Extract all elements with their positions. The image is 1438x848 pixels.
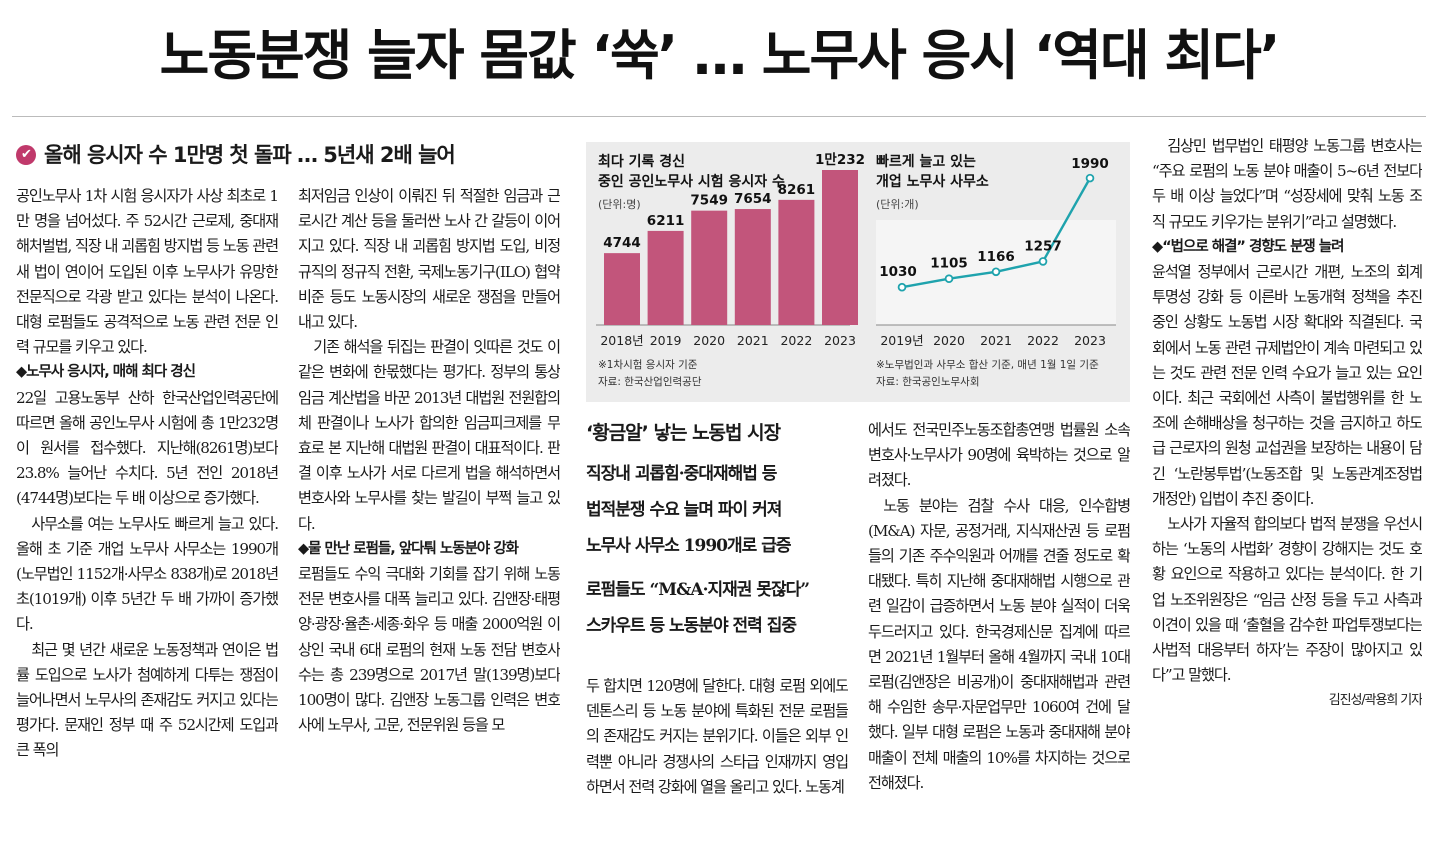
paragraph: 최저임금 인상이 이뤄진 뒤 적절한 임금과 근로시간 계산 등을 둘러싼 노사… (298, 187, 560, 332)
point-value-label: 1990 (1071, 156, 1109, 172)
x-tick-label: 2023 (1074, 333, 1106, 348)
bar (691, 210, 728, 325)
paragraph: 에서도 전국민주노동조합총연맹 법률원 소속 변호사·노무사가 90명에 육박하… (868, 421, 1130, 490)
paragraph: 22일 고용노동부 산하 한국산업인력공단에 따르면 올해 공인노무사 시험에 … (16, 388, 278, 508)
check-icon: ✔ (16, 145, 36, 165)
paragraph: 김상민 법무법인 태평양 노동그룹 변호사는 “주요 로펌의 노동 분야 매출이… (1152, 137, 1422, 231)
paragraph: 두 합치면 120명에 달한다. 대형 로펌 외에도 덴톤스리 등 노동 분야에… (586, 677, 848, 796)
paragraph: 로펌들도 수익 극대화 기회를 잡기 위해 노동 전문 변호사를 대폭 늘리고 … (298, 565, 560, 735)
x-tick-label: 2018년 (600, 333, 643, 348)
chart-title: 빠르게 늘고 있는 (876, 154, 976, 170)
article-column-2: 최저임금 인상이 이뤄진 뒤 적절한 임금과 근로시간 계산 등을 둘러싼 노사… (298, 184, 560, 834)
kicker-text: 올해 응시자 수 1만명 첫 돌파 … 5년새 2배 늘어 (44, 143, 456, 167)
article-column-3: 두 합치면 120명에 달한다. 대형 로펌 외에도 덴톤스리 등 노동 분야에… (586, 674, 848, 834)
subheading: ◆물 만난 로펌들, 앞다퉈 노동분야 강화 (298, 540, 519, 557)
bar (604, 253, 640, 325)
paragraph: 최근 몇 년간 새로운 노동정책과 연이은 법률 도입으로 노사가 첨예하게 다… (16, 640, 278, 760)
x-tick-label: 2019년 (880, 333, 923, 348)
x-tick-label: 2023 (824, 333, 856, 348)
x-tick-label: 2022 (1027, 333, 1059, 348)
point-value-label: 1030 (879, 264, 917, 280)
bar-value-label: 7549 (690, 193, 728, 209)
x-tick-label: 2019 (650, 333, 682, 348)
chart-note: ※1차시험 응시자 기준 (598, 359, 698, 371)
x-tick-label: 2020 (693, 333, 725, 348)
paragraph: 사무소를 여는 노무사도 빠르게 늘고 있다. 올해 초 기준 개업 노무사 사… (16, 514, 278, 634)
bar-value-label: 4744 (603, 235, 641, 251)
deck-line: 스카우트 등 노동분야 전력 집중 (586, 616, 797, 636)
chart-unit: (단위:명) (598, 198, 641, 211)
subheading: ◆노무사 응시자, 매해 최다 경신 (16, 364, 196, 381)
line-point (991, 267, 1001, 277)
article-column-4: 에서도 전국민주노동조합총연맹 법률원 소속 변호사·노무사가 90명에 육박하… (868, 418, 1130, 834)
headline: 노동분쟁 늘자 몸값 ‘쑥’ … 노무사 응시 ‘역대 최다’ (159, 24, 1281, 87)
chart-note: ※노무법인과 사무소 합산 기준, 매년 1월 1일 기준 (876, 358, 1099, 371)
chart-source: 자료: 한국공인노무사회 (876, 376, 979, 388)
deck-line: 직장내 괴롭힘·중대재해법 등 (586, 464, 777, 484)
bar (734, 209, 771, 325)
headline-rule (12, 116, 1426, 117)
bar (822, 170, 858, 325)
box-title: ‘황금알’ 낳는 노동법 시장 (586, 422, 781, 444)
chart-unit: (단위:개) (876, 198, 919, 211)
line-point (897, 282, 907, 292)
deck-line: 노무사 사무소 1990개로 급증 (586, 536, 791, 556)
subheading: ◆“법으로 해결” 경향도 분쟁 늘려 (1152, 238, 1344, 255)
chart-title: 개업 노무사 사무소 (876, 174, 989, 190)
line-point (1085, 173, 1095, 183)
chart-title: 중인 공인노무사 시험 응시자 수 (598, 173, 785, 190)
article-column-1: 공인노무사 1차 시험 응시자가 사상 최초로 1만 명을 넘어섰다. 주 52… (16, 184, 278, 834)
article-column-5: 김상민 법무법인 태평양 노동그룹 변호사는 “주요 로펌의 노동 분야 매출이… (1152, 134, 1422, 834)
point-value-label: 1166 (977, 249, 1015, 265)
chart-source: 자료: 한국산업인력공단 (598, 375, 702, 388)
deck-line: 법적분쟁 수요 늘며 파이 커져 (586, 500, 782, 520)
point-value-label: 1105 (930, 256, 968, 272)
box-deck-2: 로펌들도 “M&A·지재권 못잖다” 스카우트 등 노동분야 전력 집중 (586, 572, 856, 644)
paragraph: 노동 분야는 검찰 수사 대응, 인수합병(M&A) 자문, 공정거래, 지식재… (868, 496, 1130, 792)
line-point (1038, 257, 1048, 266)
bar-value-label: 6211 (647, 213, 685, 229)
x-tick-label: 2021 (980, 333, 1012, 348)
paragraph: 윤석열 정부에서 근로시간 개편, 노조의 회계 투명성 강화 등 이른바 노동… (1152, 263, 1422, 508)
kicker: ✔ 올해 응시자 수 1만명 첫 돌파 … 5년새 2배 늘어 (16, 140, 576, 170)
bar-value-label: 8261 (778, 182, 816, 198)
paragraph: 기존 해석을 뒤집는 판결이 잇따른 것도 이 같은 변화에 한몫했다는 평가다… (298, 338, 560, 533)
bar (778, 199, 815, 325)
x-tick-label: 2020 (933, 333, 965, 348)
byline: 김진성/곽용희 기자 (1328, 693, 1422, 709)
bar-value-label: 7654 (734, 191, 772, 207)
paragraph: 노사가 자율적 합의보다 법적 분쟁을 우선시하는 ‘노동의 사법화’ 경향이 … (1152, 515, 1422, 685)
chart-title: 최다 기록 경신 (598, 153, 685, 170)
line-point (944, 274, 954, 284)
x-tick-label: 2022 (780, 333, 812, 348)
bar (647, 230, 684, 325)
paragraph: 공인노무사 1차 시험 응시자가 사상 최초로 1만 명을 넘어섰다. 주 52… (16, 187, 278, 357)
bar-value-label: 1만232 (815, 152, 865, 168)
x-tick-label: 2021 (737, 333, 769, 348)
deck-line: 로펌들도 “M&A·지재권 못잖다” (586, 580, 810, 600)
point-value-label: 1257 (1024, 238, 1062, 254)
